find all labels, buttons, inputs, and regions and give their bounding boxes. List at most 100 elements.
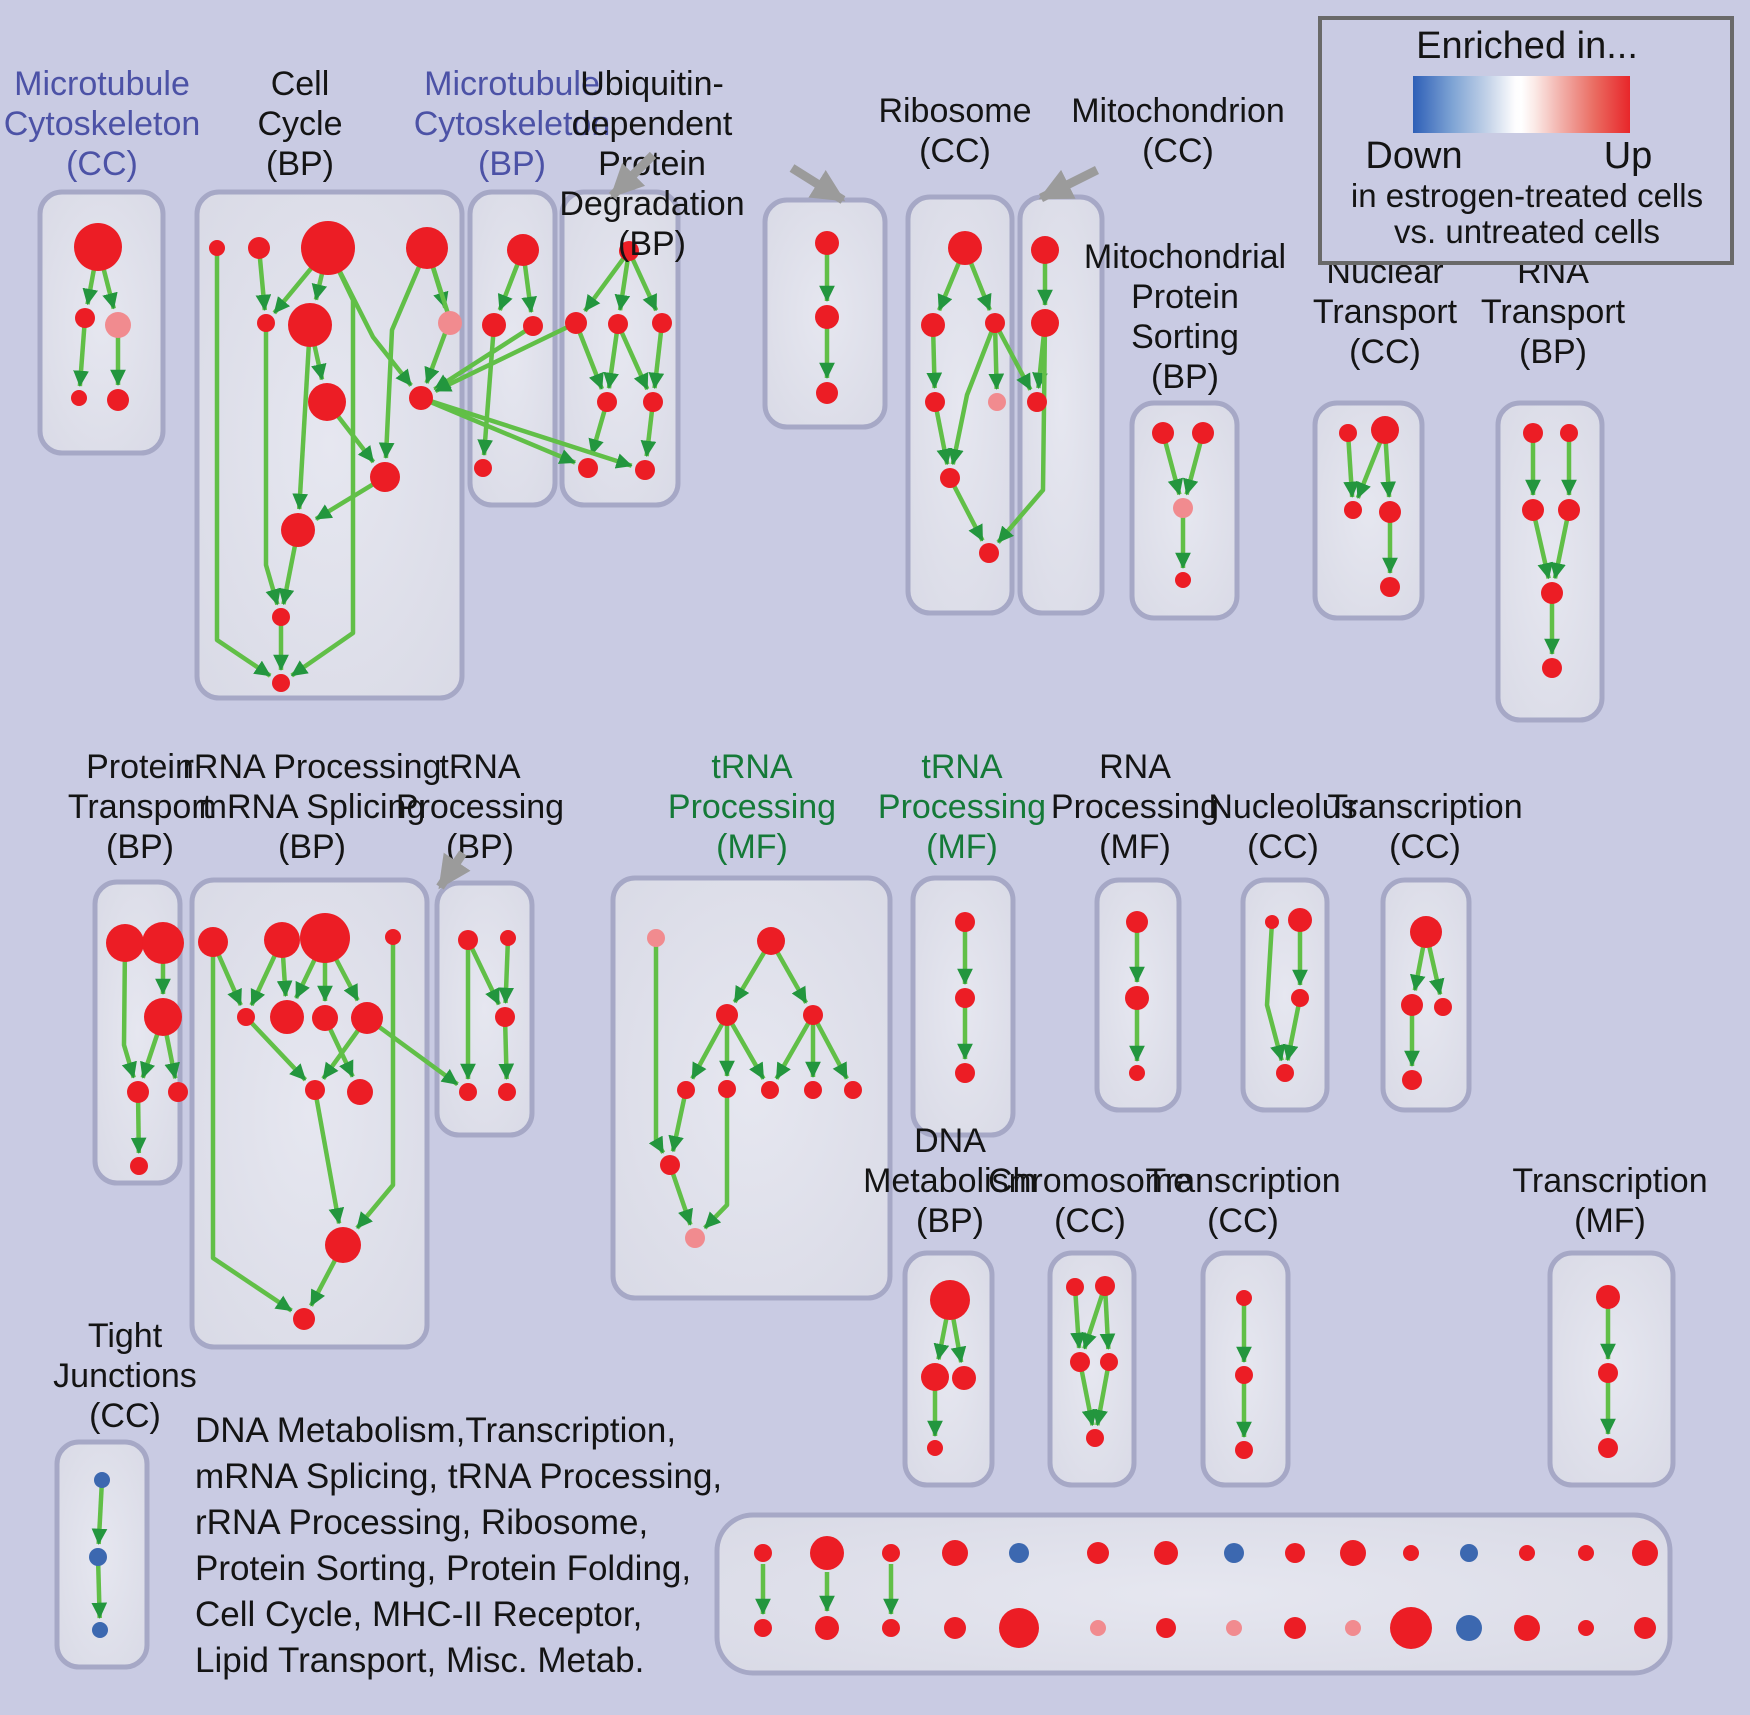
node-rt5: [1541, 582, 1563, 604]
node-tm2: [757, 927, 785, 955]
node-mt3: [523, 316, 543, 336]
label-microtubule-bp-line1: Microtubule: [424, 65, 600, 103]
node-ch1: [1066, 1278, 1084, 1296]
edge-tm5-tm10: [668, 1089, 689, 1153]
label-microtubule-cc-line2: Cytoskeleton: [4, 105, 201, 143]
node-rr4: [385, 929, 401, 945]
cross-edge-rb3-mi3: [993, 321, 1033, 391]
strip-node-bottom-6: [1090, 1620, 1106, 1636]
edge-rb6-rb7: [948, 476, 985, 542]
mixed-cluster-strip: [714, 1512, 1673, 1676]
label-transcription-cc-1-line1: Transcription: [1327, 788, 1522, 826]
strip-node-bottom-7: [1156, 1618, 1176, 1638]
node-pt2: [142, 922, 184, 964]
strip-node-bottom-11: [1390, 1607, 1432, 1649]
node-rr12: [293, 1308, 315, 1330]
label-nuclear-transport-line2: Transport: [1313, 293, 1458, 331]
node-tc4: [1402, 1070, 1422, 1090]
node-td3: [1235, 1441, 1253, 1459]
label-trna-mf-2-line1: tRNA: [921, 748, 1003, 786]
node-b5a: [815, 231, 839, 255]
node-pt1: [106, 924, 144, 962]
label-dna-metabolism-line2: Metabolism: [863, 1162, 1037, 1200]
pointer-arrow-4: [436, 850, 471, 890]
footnote-line-4: Protein Sorting, Protein Folding,: [195, 1549, 691, 1588]
node-te2: [1598, 1363, 1618, 1383]
label-ubiquitin-degradation-line4: Degradation: [559, 185, 744, 223]
node-b5c: [816, 382, 838, 404]
node-nu4: [1276, 1064, 1294, 1082]
node-tp5: [498, 1083, 516, 1101]
label-rrna-mrna-line3: (BP): [278, 828, 346, 866]
label-trna-bp-line2: Processing: [396, 788, 564, 826]
node-rp3: [1129, 1065, 1145, 1081]
label-microtubule-cc-line1: Microtubule: [14, 65, 190, 103]
cross-edge-cc9-ub8: [420, 395, 633, 469]
node-nu2: [1288, 908, 1312, 932]
edge-tm4-tm9: [811, 1013, 849, 1080]
label-cell-cycle-line1: Cell: [271, 65, 330, 103]
node-ms2: [1192, 422, 1214, 444]
strip-node-top-4: [942, 1540, 968, 1566]
node-rb4: [925, 392, 945, 412]
node-nt3: [1344, 501, 1362, 519]
node-ms3: [1173, 498, 1193, 518]
label-trna-mf-1-line3: (MF): [716, 828, 788, 866]
node-cc9: [409, 386, 433, 410]
node-cc12: [272, 608, 290, 626]
node-ub2: [565, 312, 587, 334]
cluster-box-microtubule-cc: [37, 189, 166, 456]
node-ub8: [635, 460, 655, 480]
node-mi2: [1031, 309, 1059, 337]
node-nt4: [1379, 501, 1401, 523]
node-rt4: [1558, 499, 1580, 521]
cluster-box-rrna-mrna: [189, 877, 430, 1350]
edge-tm3-tm7: [725, 1013, 766, 1080]
strip-node-top-12: [1460, 1544, 1478, 1562]
label-transcription-cc-2-line2: (CC): [1207, 1202, 1279, 1240]
label-trna-bp-line1: tRNA: [439, 748, 521, 786]
edge-ub3-ub5: [603, 323, 621, 390]
edge-tm4-tm7: [774, 1013, 815, 1080]
node-ch5: [1086, 1429, 1104, 1447]
strip-node-bottom-9: [1284, 1617, 1306, 1639]
label-ubiquitin-degradation-line2: dependent: [572, 105, 733, 143]
strip-node-top-10: [1340, 1540, 1366, 1566]
node-pt4: [127, 1081, 149, 1103]
node-pt5: [168, 1082, 188, 1102]
footnote-line-3: rRNA Processing, Ribosome,: [195, 1503, 648, 1542]
strip-node-bottom-2: [815, 1616, 839, 1640]
node-cc13: [272, 674, 290, 692]
edge-rr4-rr11: [355, 937, 396, 1230]
edge-rt4-rt5: [1550, 509, 1572, 580]
node-cc2: [248, 237, 270, 259]
cross-edge-mi2-rb7: [996, 322, 1048, 544]
legend-up-label: Up: [1604, 135, 1653, 177]
label-mito-protein-sorting-line2: Protein: [1131, 278, 1239, 316]
node-rt2: [1560, 424, 1578, 442]
strip-node-top-6: [1087, 1542, 1109, 1564]
node-cc7: [438, 311, 462, 335]
node-pt6: [130, 1157, 148, 1175]
strip-node-top-14: [1578, 1545, 1594, 1561]
node-tm1: [647, 929, 665, 947]
label-tight-junctions-line3: (CC): [89, 1397, 161, 1435]
label-ribosome-line1: Ribosome: [878, 92, 1031, 130]
node-tj1: [94, 1472, 110, 1488]
labels: MicrotubuleCytoskeleton(CC)CellCycle(BP)…: [4, 65, 1708, 1435]
footnote-line-2: mRNA Splicing, tRNA Processing,: [195, 1457, 722, 1496]
node-tm8: [804, 1081, 822, 1099]
edge-rb3-rb5: [988, 322, 1005, 390]
node-tm3: [716, 1004, 738, 1026]
node-ub5: [597, 392, 617, 412]
pointer-arrow-2: [789, 164, 846, 204]
edge-cc6-cc11: [292, 324, 313, 510]
edge-tm3-tm5: [690, 1013, 729, 1080]
edge-nu1-nu4: [1264, 921, 1286, 1062]
label-chromosome-line1: Chromosome: [988, 1162, 1192, 1200]
strip-node-top-11: [1403, 1545, 1419, 1561]
edge-tp1-tp3: [465, 939, 501, 1006]
label-microtubule-bp-line3: (BP): [478, 145, 546, 183]
node-tm10: [660, 1155, 680, 1175]
